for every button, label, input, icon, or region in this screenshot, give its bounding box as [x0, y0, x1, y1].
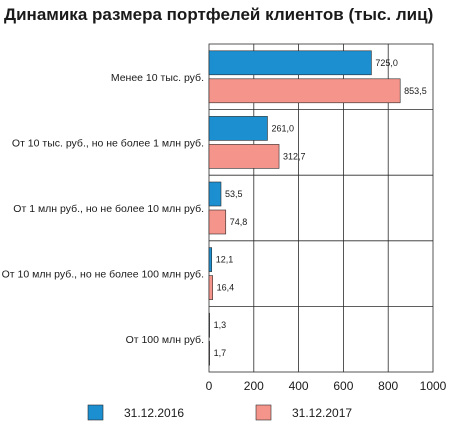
- chart-title: Динамика размера портфелей клиентов (тыс…: [4, 5, 433, 24]
- x-tick-label: 800: [378, 379, 398, 393]
- bar-series-2016: [208, 312, 210, 338]
- data-label: 74,8: [230, 217, 248, 227]
- category-label: От 100 млн руб.: [126, 334, 204, 346]
- bar-series-2016: [208, 116, 268, 141]
- data-label: 53,5: [225, 189, 243, 199]
- x-tick-label: 400: [289, 379, 309, 393]
- bar-series-2017: [208, 144, 280, 169]
- x-tick-label: 1000: [420, 379, 447, 393]
- category-label: От 1 млн руб., но не более 10 млн руб.: [13, 203, 204, 215]
- data-label: 16,4: [217, 283, 235, 293]
- data-label: 1,7: [214, 348, 227, 358]
- x-tick-label: 0: [206, 379, 213, 393]
- x-axis-ticks: 0 200 400 600 800 1000: [206, 379, 447, 393]
- category-label: От 10 млн руб., но не более 100 млн руб.: [2, 269, 204, 281]
- bar-series-2016: [208, 181, 222, 207]
- bar-series-2017: [208, 275, 213, 300]
- data-label: 12,1: [216, 255, 234, 265]
- legend-swatch: [87, 404, 104, 421]
- legend-swatch: [255, 404, 272, 421]
- bar-series-2017: [208, 78, 401, 104]
- x-tick-label: 600: [333, 379, 353, 393]
- data-label: 261,0: [271, 123, 294, 133]
- data-label: 725,0: [375, 58, 398, 68]
- legend-label: 31.12.2016: [124, 406, 184, 420]
- data-label: 853,5: [404, 86, 427, 96]
- category-labels: Менее 10 тыс. руб. От 10 тыс. руб., но не…: [2, 72, 204, 346]
- plot-frame: [208, 43, 434, 373]
- data-label: 312,7: [283, 151, 306, 161]
- bar-series-2016: [208, 247, 213, 272]
- data-label: 1,3: [214, 320, 227, 330]
- category-label: Менее 10 тыс. руб.: [111, 72, 204, 84]
- legend-item: 31.12.2016: [87, 404, 184, 421]
- legend-label: 31.12.2017: [292, 406, 352, 420]
- category-label: От 10 тыс. руб., но не более 1 млн руб.: [12, 137, 204, 149]
- x-tick-label: 200: [244, 379, 264, 393]
- bar-series-2017: [208, 340, 210, 366]
- legend: 31.12.2016 31.12.2017: [87, 404, 352, 421]
- bar-series-2016: [208, 50, 372, 76]
- bar-series-2017: [208, 209, 227, 235]
- legend-item: 31.12.2017: [255, 404, 352, 421]
- bars: 725,0 853,5 261,0 312,7 53,5 74,8 12,1 16,4 1,3 1…: [208, 50, 427, 366]
